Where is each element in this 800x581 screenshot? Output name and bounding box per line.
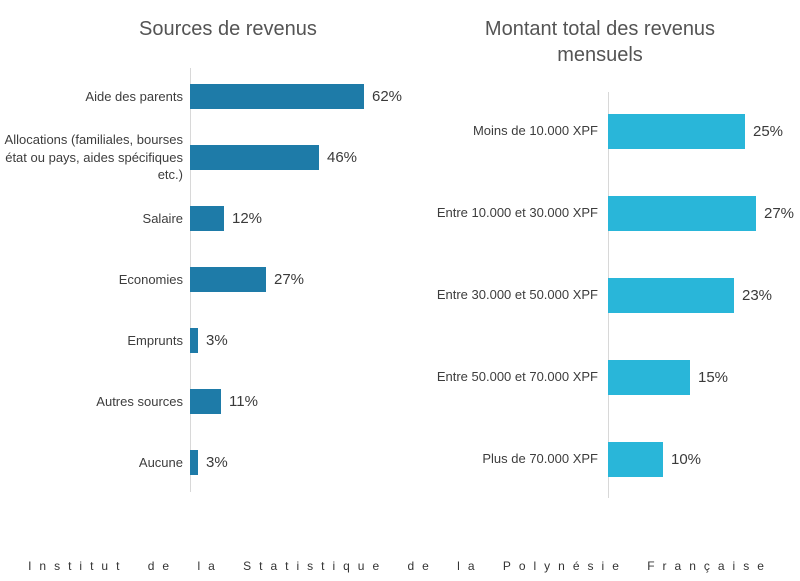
bar-track: 25% (608, 90, 800, 172)
value-label: 11% (229, 393, 258, 410)
bar-row: Plus de 70.000 XPF 10% (400, 418, 800, 500)
footer-attribution: Institut de la Statistique de la Polynés… (28, 559, 772, 573)
category-label: Allocations (familiales, bourses état ou… (4, 132, 183, 183)
value-label: 62% (372, 88, 403, 105)
value-label: 27% (274, 271, 305, 288)
bar-track: 27% (190, 249, 400, 310)
value-label: 27% (764, 204, 795, 222)
bar (190, 389, 221, 414)
bar (190, 84, 364, 109)
bar-row: Salaire 12% (0, 188, 400, 249)
bar-row: Aucune 3% (0, 432, 400, 493)
category-label: Moins de 10.000 XPF (472, 123, 598, 139)
bar-track: 12% (190, 188, 400, 249)
bar-track: 3% (190, 432, 400, 493)
value-label: 10% (671, 450, 702, 468)
bar (608, 113, 745, 149)
bar-row: Entre 30.000 et 50.000 XPF 23% (400, 254, 800, 336)
bar-track: 46% (190, 127, 400, 188)
bar-track: 3% (190, 310, 400, 371)
chart-title-montant: Montant total des revenus mensuels (484, 18, 716, 66)
category-label: Autres sources (96, 393, 183, 409)
bar (190, 145, 319, 170)
bar-row: Allocations (familiales, bourses état ou… (0, 127, 400, 188)
category-label: Entre 50.000 et 70.000 XPF (436, 369, 598, 385)
value-label: 46% (327, 149, 358, 166)
bar-track: 10% (608, 418, 800, 500)
bar-track: 62% (190, 66, 402, 127)
bar-track: 11% (190, 371, 400, 432)
bar (190, 328, 198, 353)
category-label: Emprunts (127, 332, 183, 348)
bar-row: Emprunts 3% (0, 310, 400, 371)
bar (190, 206, 224, 231)
value-label: 12% (232, 210, 263, 227)
chart-montant-revenus: Montant total des revenus mensuels Moins… (400, 0, 800, 500)
bar (190, 267, 266, 292)
bar (190, 450, 198, 475)
value-label: 25% (753, 122, 784, 140)
category-label: Entre 10.000 et 30.000 XPF (436, 205, 598, 221)
category-label: Aide des parents (85, 88, 183, 104)
bar-row: Autres sources 11% (0, 371, 400, 432)
bar (608, 441, 663, 477)
bar-row: Entre 10.000 et 30.000 XPF 27% (400, 172, 800, 254)
category-label: Plus de 70.000 XPF (482, 451, 598, 467)
bar (608, 195, 756, 231)
category-label: Entre 30.000 et 50.000 XPF (436, 287, 598, 303)
bar (608, 277, 734, 313)
charts-container: Sources de revenus Aide des parents 62% Al… (0, 0, 800, 500)
bar (608, 359, 690, 395)
bar-track: 23% (608, 254, 800, 336)
bar-row: Entre 50.000 et 70.000 XPF 15% (400, 336, 800, 418)
category-label: Economies (118, 271, 183, 287)
value-label: 3% (206, 332, 228, 349)
bar-rows-montant: Moins de 10.000 XPF 25% Entre 10.000 et 30… (400, 90, 800, 500)
bar-track: 15% (608, 336, 800, 418)
bar-row: Economies 27% (0, 249, 400, 310)
category-label: Aucune (138, 454, 183, 470)
bar-row: Aide des parents 62% (0, 66, 402, 127)
chart-sources-de-revenus: Sources de revenus Aide des parents 62% Al… (0, 0, 402, 500)
category-label: Salaire (142, 210, 183, 226)
bar-row: Moins de 10.000 XPF 25% (400, 90, 800, 172)
chart-title-sources: Sources de revenus (139, 18, 317, 40)
bar-rows-sources: Aide des parents 62% Allocations (familial… (0, 66, 402, 493)
value-label: 3% (206, 454, 228, 471)
value-label: 23% (742, 286, 773, 304)
bar-track: 27% (608, 172, 800, 254)
value-label: 15% (698, 368, 729, 386)
